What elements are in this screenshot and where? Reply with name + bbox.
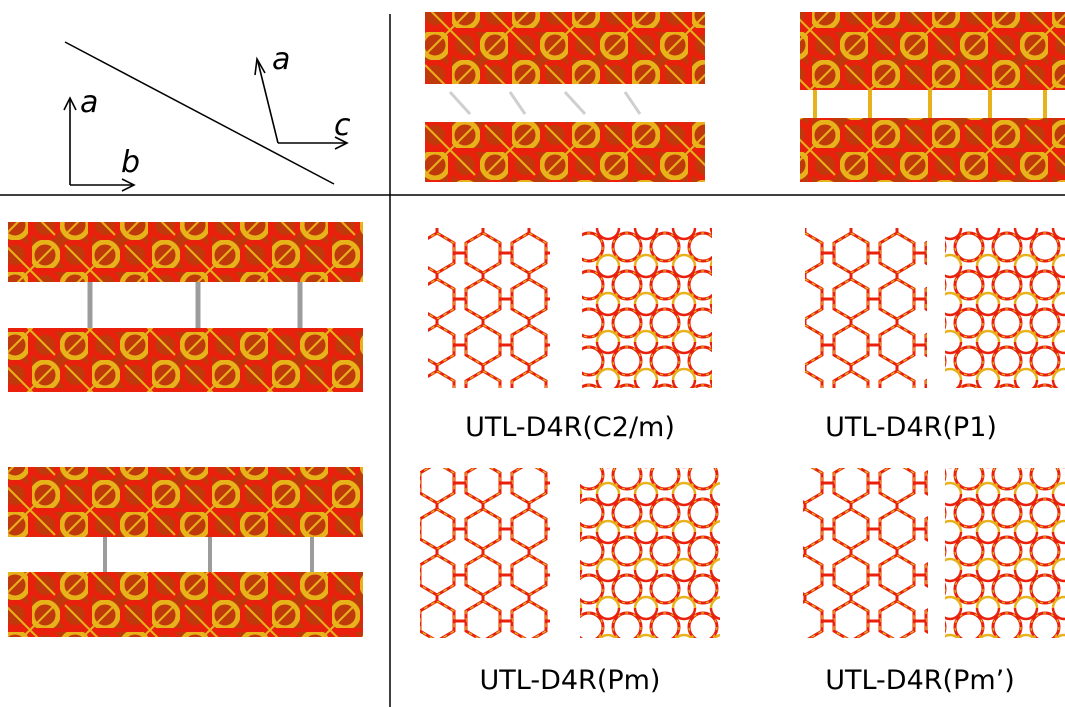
structure-pm-view2 <box>580 468 720 638</box>
structure-left-upper <box>8 222 363 392</box>
axes-ac-arrows <box>254 56 349 150</box>
label-utl-d4r-p1: UTL-D4R(P1) <box>825 412 997 443</box>
axis-label-a-right: a <box>272 42 291 77</box>
structure-c2m-view1 <box>428 228 550 388</box>
structure-pm-prime-view1 <box>803 468 928 638</box>
structure-c2m-view2 <box>582 228 712 388</box>
axes-diagonal-divider <box>64 41 335 185</box>
structure-top-right <box>800 12 1065 182</box>
axis-label-c: c <box>334 108 351 143</box>
structure-top-middle <box>425 12 705 182</box>
structure-pm-prime-view2 <box>945 468 1065 638</box>
structure-pm-view1 <box>420 468 550 638</box>
structure-left-lower <box>8 467 363 637</box>
axis-label-b: b <box>121 145 141 180</box>
label-utl-d4r-pm: UTL-D4R(Pm) <box>479 665 661 696</box>
structure-p1-view2 <box>945 228 1065 388</box>
label-utl-d4r-pm-prime: UTL-D4R(Pm’) <box>825 665 1015 696</box>
axis-label-a-left: a <box>80 85 99 120</box>
structure-p1-view1 <box>805 228 927 388</box>
axes-ab-arrows <box>63 96 136 192</box>
label-utl-d4r-c2m: UTL-D4R(C2/m) <box>465 412 675 443</box>
